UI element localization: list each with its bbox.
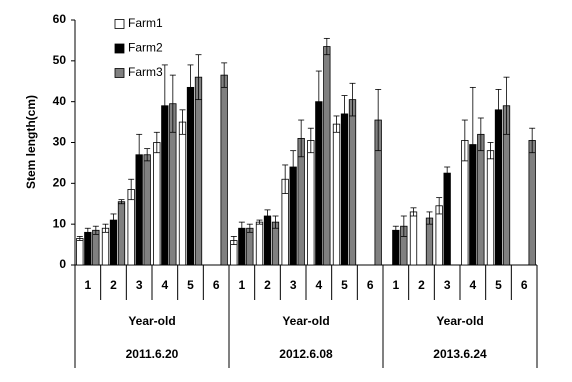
bar xyxy=(332,123,341,266)
y-tick-label: 50 xyxy=(53,53,67,67)
x-tick-label: 5 xyxy=(341,278,348,292)
group-date: 2012.6.08 xyxy=(279,347,333,361)
x-tick-label: 6 xyxy=(213,278,220,292)
bar xyxy=(307,140,315,266)
group-label: Year-old xyxy=(282,314,329,328)
x-tick-label: 4 xyxy=(315,278,322,292)
y-tick-label: 30 xyxy=(53,135,67,149)
x-tick-label: 5 xyxy=(187,278,194,292)
legend-label: Farm1 xyxy=(128,16,163,30)
bar xyxy=(101,227,110,266)
bar xyxy=(92,229,100,266)
bar xyxy=(84,231,92,266)
x-tick-label: 3 xyxy=(136,278,143,292)
x-tick-label: 6 xyxy=(367,278,374,292)
legend-swatch xyxy=(114,19,125,29)
bar xyxy=(76,238,84,266)
y-tick-label: 10 xyxy=(53,216,67,230)
x-tick-label: 3 xyxy=(290,278,297,292)
bar xyxy=(297,138,305,266)
bar xyxy=(443,172,451,266)
bar xyxy=(186,86,195,266)
x-tick-label: 1 xyxy=(84,278,91,292)
legend-label: Farm3 xyxy=(128,65,163,79)
bar xyxy=(340,113,349,266)
x-tick-label: 2 xyxy=(110,278,117,292)
x-tick-label: 1 xyxy=(392,278,399,292)
y-tick-label: 60 xyxy=(53,12,67,26)
bar xyxy=(435,205,443,266)
bar xyxy=(194,76,203,266)
bar xyxy=(127,189,135,266)
bar xyxy=(263,215,272,266)
bar xyxy=(255,221,264,266)
x-tick-label: 1 xyxy=(238,278,245,292)
x-tick-label: 4 xyxy=(469,278,476,292)
bar xyxy=(109,219,118,266)
bar xyxy=(494,109,503,266)
bar xyxy=(409,211,418,266)
bar xyxy=(477,133,485,266)
bar xyxy=(392,229,400,266)
group-date: 2011.6.20 xyxy=(126,347,179,361)
group-label: Year-old xyxy=(128,314,175,328)
y-tick-label: 20 xyxy=(53,176,67,190)
x-tick-label: 3 xyxy=(444,278,451,292)
legend-swatch xyxy=(114,68,125,78)
bar xyxy=(178,121,187,266)
x-tick-label: 4 xyxy=(161,278,168,292)
bar xyxy=(246,227,254,266)
bar xyxy=(528,140,536,266)
bar xyxy=(153,142,161,266)
y-tick-label: 40 xyxy=(53,94,67,108)
bar xyxy=(117,201,126,266)
group-date: 2013.6.24 xyxy=(433,347,487,361)
x-tick-label: 2 xyxy=(264,278,271,292)
x-tick-label: 6 xyxy=(521,278,528,292)
x-tick-label: 5 xyxy=(495,278,502,292)
x-tick-label: 2 xyxy=(418,278,425,292)
y-tick-label: 0 xyxy=(59,257,66,271)
legend-label: Farm2 xyxy=(128,41,163,55)
legend-swatch xyxy=(114,43,125,54)
bar xyxy=(143,154,151,266)
bar xyxy=(486,150,495,266)
bar xyxy=(323,46,331,266)
bar xyxy=(425,217,434,266)
bar xyxy=(348,99,357,266)
bar xyxy=(220,74,228,266)
group-label: Year-old xyxy=(436,314,483,328)
y-axis-title: Stem length(cm) xyxy=(24,95,38,189)
